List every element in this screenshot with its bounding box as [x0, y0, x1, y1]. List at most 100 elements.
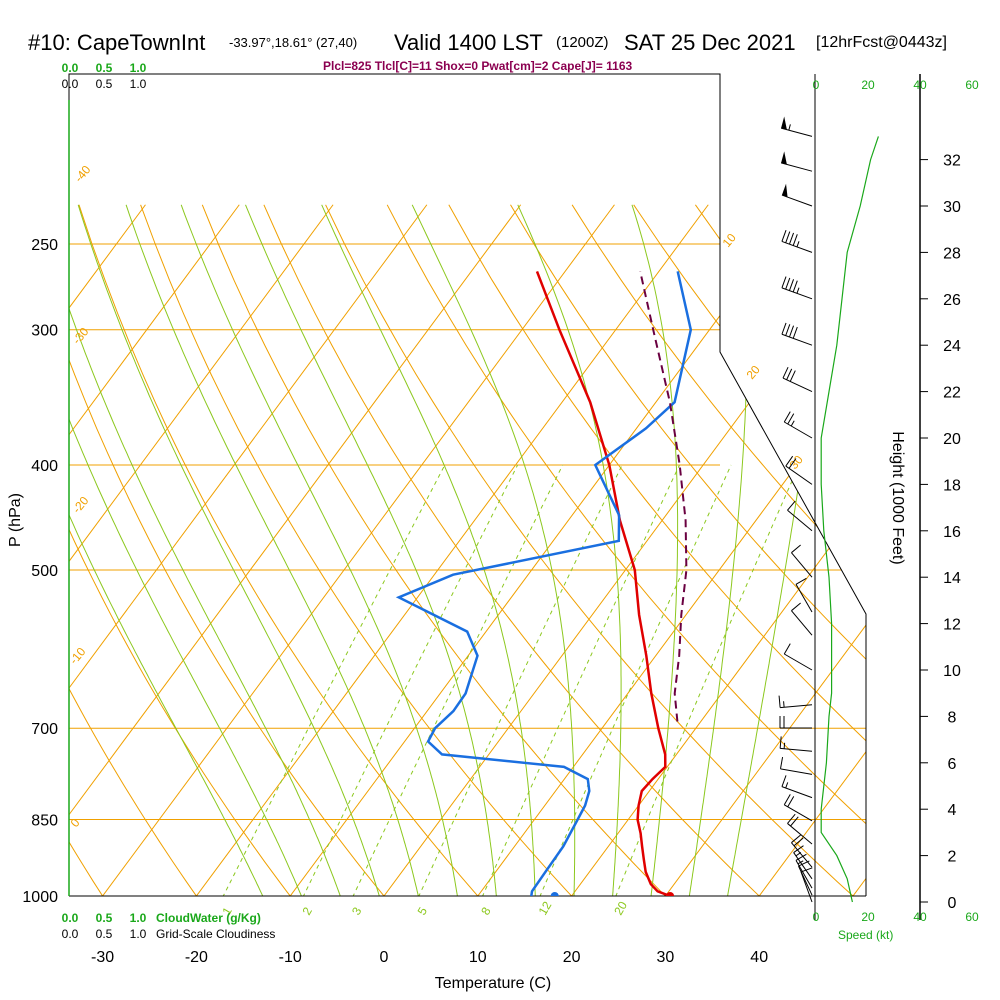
sounding-profiles [395, 270, 693, 896]
height-tick-label: 30 [943, 199, 961, 216]
moist-adiabat-line [411, 204, 576, 896]
mixing-ratio-line [606, 464, 800, 896]
pressure-axis-title: P (hPa) [7, 493, 24, 547]
wind-barb-pennant [781, 116, 787, 130]
wind-barb-staff [781, 194, 813, 207]
wind-barb-flag [779, 756, 784, 769]
dry-adiabat-line [201, 204, 689, 896]
pressure-tick-label: 500 [31, 563, 58, 580]
wind-barb-flag [781, 322, 787, 335]
isotherm-line [69, 204, 146, 896]
wind-barb-staff [787, 823, 813, 845]
dry-adiabat-line [325, 204, 866, 896]
dry-adiabat-line [633, 204, 866, 896]
wind-barb-flag [785, 277, 791, 290]
moist-adiabat-line [69, 204, 349, 896]
mixing-ratio-line [472, 464, 680, 896]
station-coords: -33.97°,18.61° (27,40) [229, 35, 357, 50]
mixing-ratio-label: 5 [415, 904, 431, 917]
wind-barb-flag [791, 834, 801, 844]
dry-adiabat-line [0, 205, 23, 919]
dry-adiabat-line [386, 204, 866, 896]
wind-barb-flag [791, 544, 801, 554]
isotherm-label: -20 [70, 493, 92, 516]
wind-barb-staff [782, 377, 813, 393]
mixing-ratio-line [291, 464, 519, 896]
height-tick-label: 16 [943, 524, 961, 541]
isotherm-line [741, 204, 866, 896]
cloudiness-label: Grid-Scale Cloudiness [156, 927, 275, 941]
temperature-tick-label: -20 [185, 949, 208, 966]
dry-adiabat-line [448, 204, 866, 896]
temperature-tick-label: 0 [380, 949, 389, 966]
wind-speed-tick-top: 40 [913, 78, 927, 92]
height-axis-title: Height (1000 Feet) [889, 431, 906, 564]
wind-barb-flag [793, 837, 804, 847]
cloudiness-tick-top: 0.5 [96, 77, 113, 91]
moist-adiabat-line [685, 204, 748, 896]
stability-indices: Plcl=825 Tlcl[C]=11 Shox=0 Pwat[cm]=2 Ca… [323, 59, 632, 73]
height-tick-label: 14 [943, 570, 961, 587]
height-tick-label: 26 [943, 292, 961, 309]
dry-adiabat-line [78, 204, 499, 896]
height-tick-label: 8 [948, 709, 957, 726]
isotherm-line [272, 204, 803, 896]
wind-barb-flag [789, 370, 796, 382]
wind-barb-flag [787, 813, 796, 824]
wind-barb-flag [783, 794, 791, 806]
cloudiness-tick-top: 0.0 [62, 77, 79, 91]
wind-barb-flag [781, 230, 787, 242]
moist-adiabat-line [69, 204, 274, 896]
moist-adiabat-line [180, 204, 462, 896]
dry-adiabat-line [69, 204, 214, 896]
station-name: #10: CapeTownInt [28, 30, 205, 55]
wind-barb-flag [785, 324, 791, 336]
dry-adiabat-line [571, 204, 866, 896]
height-tick-label: 6 [948, 756, 957, 773]
wind-barb-flag [778, 695, 781, 708]
wind-barb-flag [781, 775, 787, 787]
isotherm-line [69, 204, 240, 896]
parcel-profile [639, 271, 688, 722]
wind-barb-flag [782, 366, 789, 379]
dry-adiabat-line [263, 204, 784, 896]
dry-adiabat-line [756, 204, 866, 896]
wind-speed-tick-top: 0 [813, 78, 820, 92]
pressure-tick-label: 850 [31, 813, 58, 830]
wind-barb-half-flag [796, 287, 800, 294]
wind-barb-staff [795, 584, 813, 613]
temperature-tick-label: 10 [469, 949, 487, 966]
wind-speed-tick-bottom: 60 [965, 910, 979, 924]
cloudiness-tick-bottom: 1.0 [130, 927, 147, 941]
wind-speed-tick-top: 20 [861, 78, 875, 92]
wind-barb-flag [787, 500, 796, 511]
dry-adiabat-line [818, 204, 866, 896]
pressure-tick-label: 1000 [22, 889, 58, 906]
cloudwater-tick-top: 0.0 [62, 61, 79, 75]
wind-barb-pennant [781, 183, 788, 198]
height-tick-label: 28 [943, 245, 961, 262]
pressure-tick-label: 300 [31, 323, 58, 340]
wind-barb-staff [780, 704, 813, 709]
isotherm-line [69, 204, 428, 896]
height-tick-label: 20 [943, 431, 961, 448]
wind-barb-flag [795, 577, 807, 585]
wind-speed-tick-bottom: 40 [913, 910, 927, 924]
isotherm-label: -30 [70, 324, 92, 347]
cloudwater-tick-top: 1.0 [130, 61, 147, 75]
mixing-ratio-line [407, 464, 623, 896]
isotherm-label: -10 [67, 644, 89, 667]
valid-time: Valid 1400 LST [394, 30, 543, 55]
cloudwater-tick-bottom: 1.0 [130, 911, 147, 925]
surface-dewpoint-marker [550, 892, 559, 896]
wind-barb-staff [784, 653, 813, 671]
wind-barb-staff [800, 871, 813, 903]
wind-speed-axis-title: Speed (kt) [838, 928, 893, 942]
height-tick-label: 32 [943, 153, 961, 170]
temperature-tick-label: 20 [563, 949, 581, 966]
wind-barb-staff [791, 552, 813, 578]
wind-barb-half-flag [790, 420, 795, 427]
